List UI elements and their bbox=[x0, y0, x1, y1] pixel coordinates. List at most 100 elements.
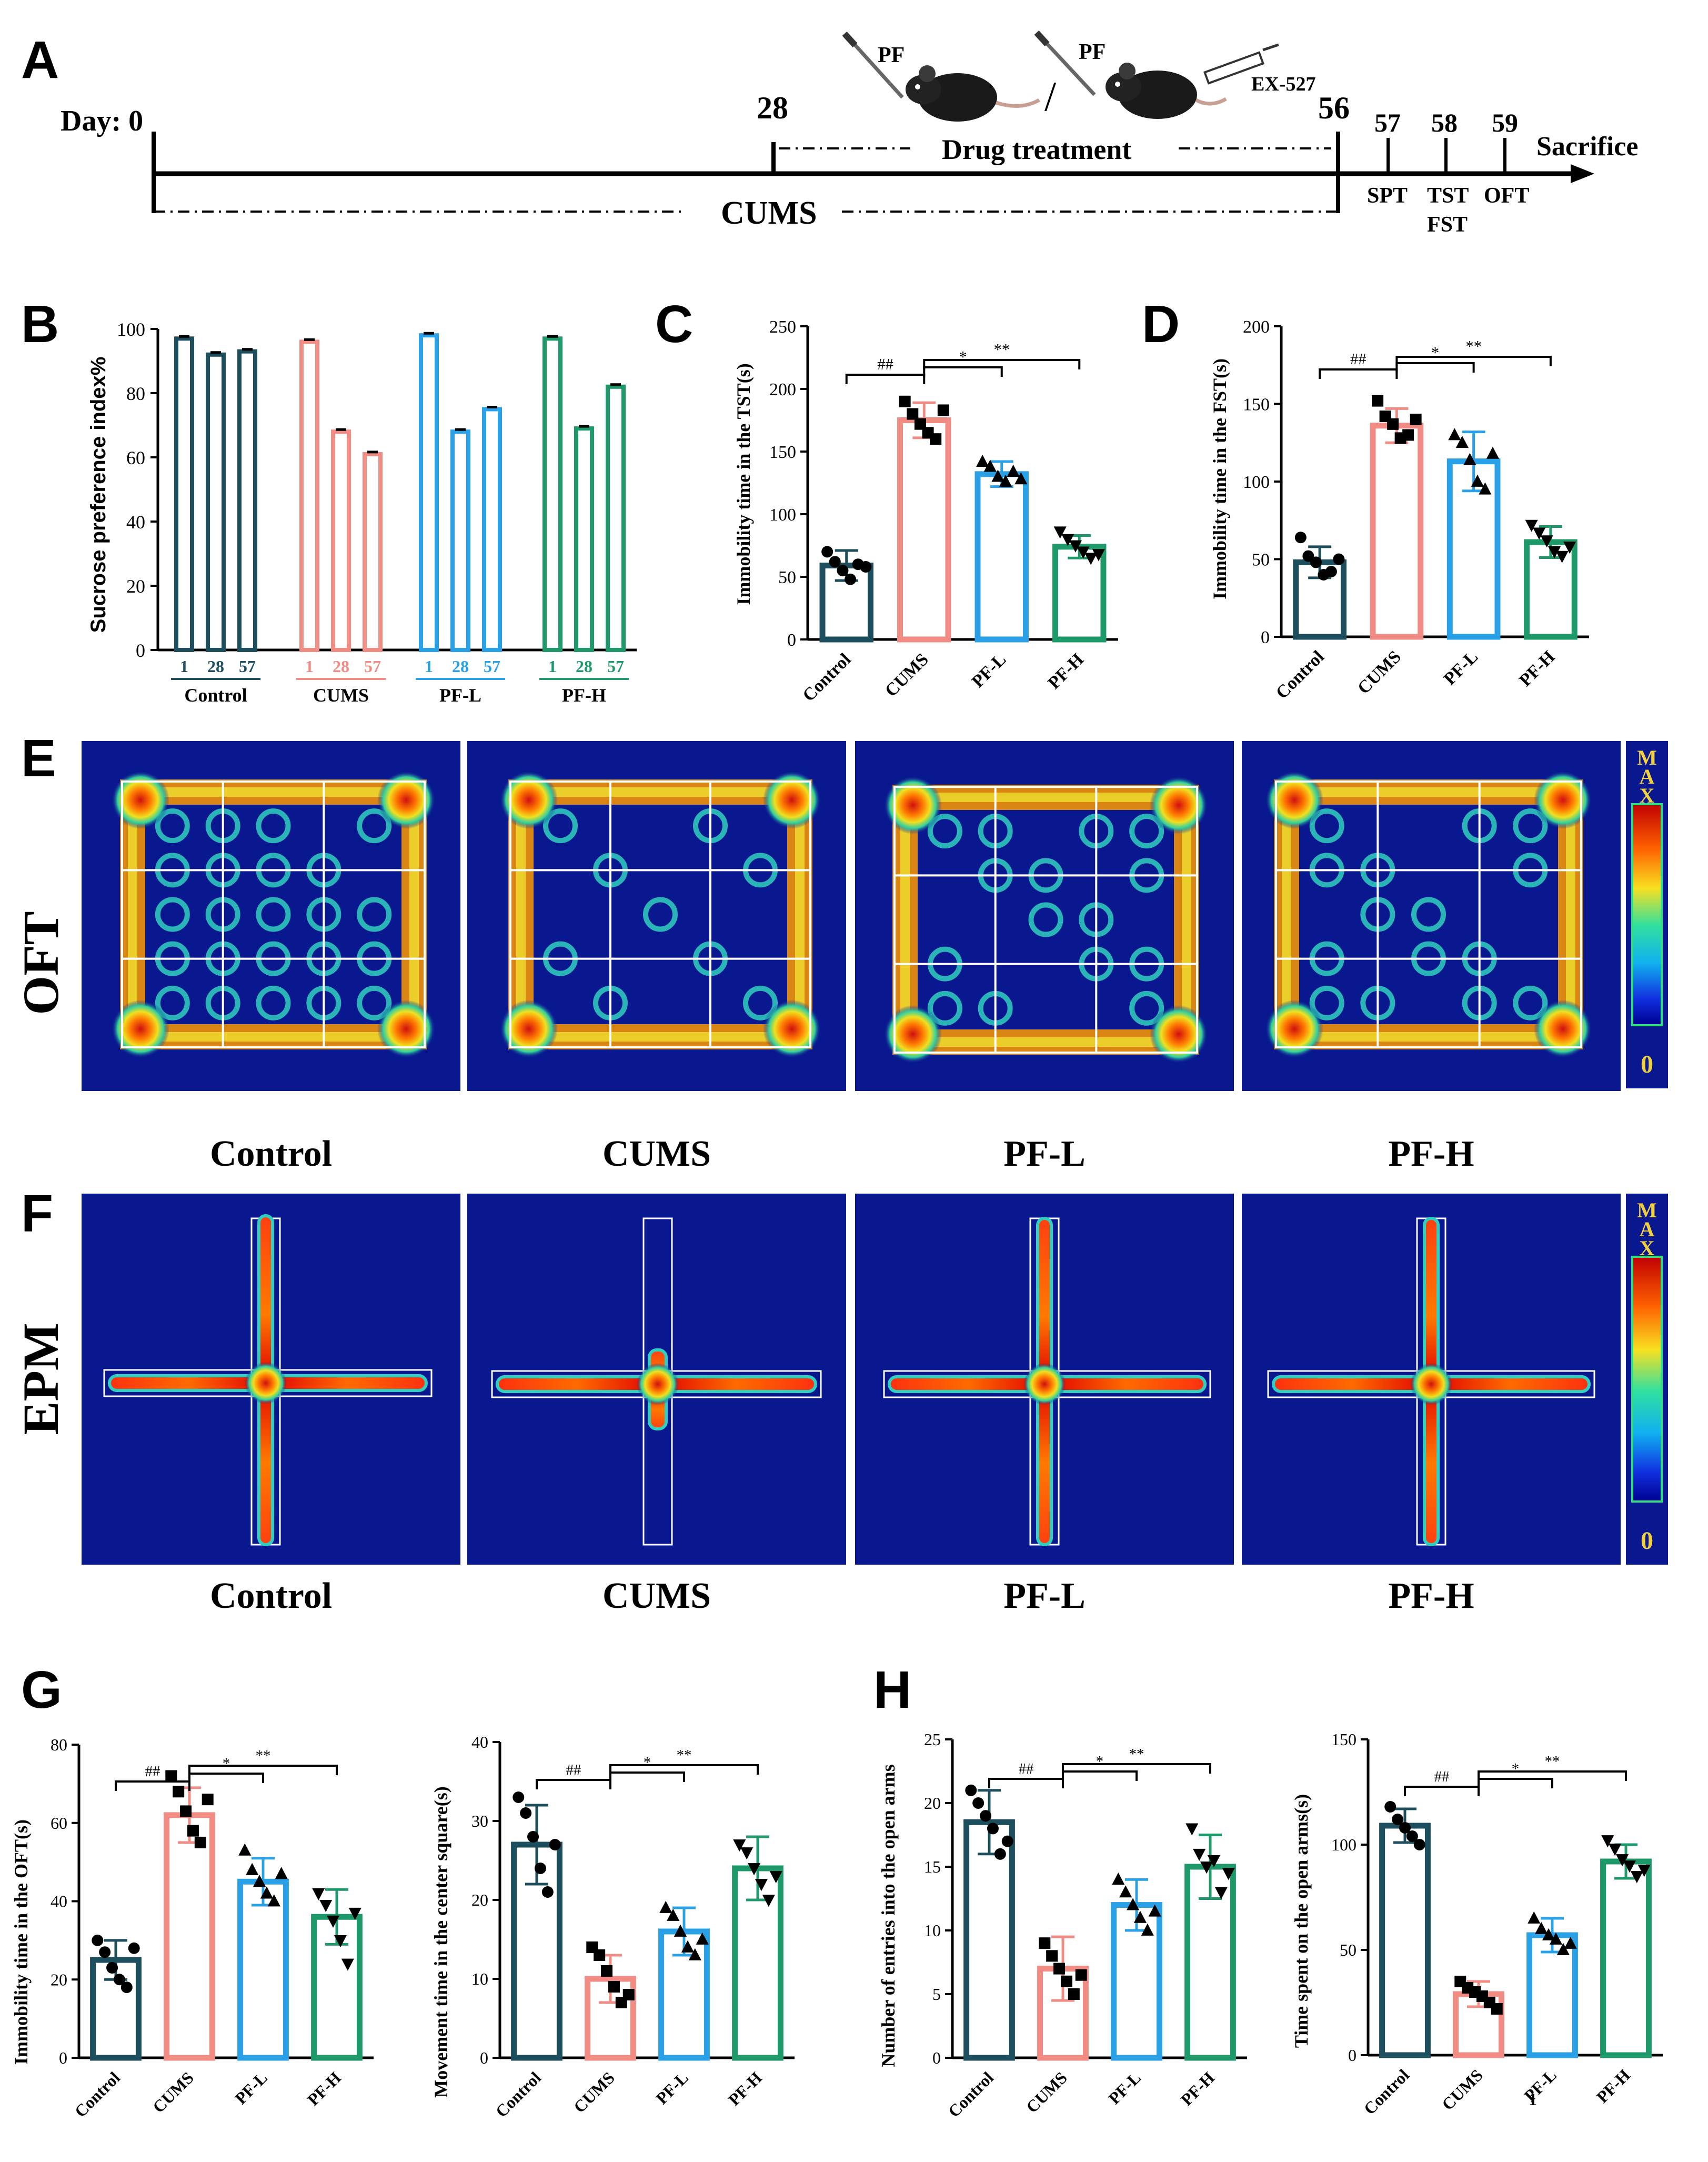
color-scale-gradient bbox=[1631, 1256, 1663, 1503]
x-tick-label: PF-H bbox=[725, 2068, 766, 2109]
color-scale-max-label: A bbox=[1640, 765, 1655, 788]
significance-bracket bbox=[1062, 1763, 1211, 1774]
color-scale-max-label: M bbox=[1637, 1198, 1657, 1222]
panel-b: B Sucrose preference index% 0 20 40 60 80 100… bbox=[21, 295, 637, 706]
data-point bbox=[980, 1810, 992, 1822]
data-point bbox=[1069, 540, 1082, 553]
data-point bbox=[246, 1863, 259, 1875]
epm-caption: CUMS bbox=[602, 1576, 711, 1616]
data-point bbox=[1533, 527, 1546, 540]
data-point bbox=[99, 1946, 111, 1958]
data-point bbox=[1060, 1975, 1072, 1987]
heat-hotspot bbox=[112, 1000, 169, 1058]
pf-label-1: PF bbox=[878, 43, 905, 67]
data-point bbox=[1207, 1855, 1221, 1868]
data-point bbox=[1637, 1865, 1651, 1877]
data-point bbox=[120, 1981, 133, 1994]
significance-label: * bbox=[223, 1755, 230, 1772]
data-point bbox=[972, 1797, 984, 1809]
data-point bbox=[1148, 1904, 1161, 1917]
data-point bbox=[1387, 418, 1399, 430]
heat-hotspot bbox=[112, 771, 169, 829]
data-point bbox=[1068, 1988, 1080, 2000]
data-point bbox=[1540, 535, 1553, 548]
y-tick-label: 50 bbox=[778, 568, 796, 587]
data-point bbox=[1455, 436, 1469, 448]
heat-hotspot bbox=[763, 771, 821, 829]
data-point bbox=[1053, 526, 1067, 539]
data-point bbox=[334, 1935, 347, 1948]
axis-label-y-d: Immobility time in the FST(s) bbox=[1209, 358, 1230, 599]
data-point bbox=[821, 546, 833, 558]
bar bbox=[482, 407, 502, 652]
day-tick-label: 57 bbox=[364, 657, 381, 676]
bar bbox=[542, 336, 562, 652]
color-scale-gradient bbox=[1631, 803, 1663, 1026]
panel-a-timeline: A Day: 0 28 56 57 58 59 Drug treatment C… bbox=[21, 30, 1638, 237]
panel-label-h: H bbox=[873, 1660, 911, 1719]
y-tick-label: 40 bbox=[471, 1733, 488, 1751]
panel-label-c: C bbox=[655, 295, 693, 354]
day-tick-label: 1 bbox=[180, 657, 188, 676]
bar bbox=[974, 471, 1029, 643]
axis-label-y-h2: Time spent on the open arms(s) bbox=[1291, 1794, 1312, 2048]
x-tick-label: Control bbox=[491, 2068, 545, 2121]
heat-trace bbox=[1513, 808, 1548, 844]
data-point bbox=[899, 395, 911, 407]
significance-bracket bbox=[609, 1764, 759, 1775]
y-tick-label: 0 bbox=[1261, 628, 1270, 647]
panel-label-e: E bbox=[21, 729, 56, 788]
significance-label: ** bbox=[1545, 1753, 1560, 1770]
bar bbox=[606, 384, 626, 652]
data-point bbox=[180, 1805, 192, 1817]
y-tick-label: 200 bbox=[769, 380, 796, 399]
bar bbox=[574, 426, 594, 652]
data-point bbox=[1310, 556, 1322, 568]
heat-hotspot bbox=[1410, 1363, 1452, 1405]
data-point bbox=[1001, 1835, 1013, 1847]
data-point bbox=[1075, 1969, 1087, 1981]
ex527-label: EX-527 bbox=[1251, 73, 1315, 95]
data-point bbox=[914, 418, 926, 430]
heat-trace bbox=[256, 985, 291, 1020]
sacrifice-label: Sacrifice bbox=[1536, 132, 1638, 162]
x-tick-label: CUMS bbox=[1354, 647, 1405, 698]
data-point bbox=[534, 1863, 546, 1874]
data-point bbox=[965, 1784, 977, 1796]
data-point bbox=[991, 469, 1004, 482]
syringe-icon bbox=[1034, 30, 1096, 96]
data-point bbox=[92, 1934, 104, 1946]
panel-d: D Immobility time in the FST(s) 0 50 100 15… bbox=[1142, 295, 1589, 703]
y-tick-label: 100 bbox=[1331, 1835, 1357, 1854]
data-point bbox=[845, 573, 857, 585]
significance-label: ## bbox=[1350, 350, 1367, 368]
data-point bbox=[762, 1895, 775, 1907]
x-tick-label: Control bbox=[1272, 647, 1328, 703]
data-point bbox=[1535, 1921, 1548, 1934]
day-tick-label: 28 bbox=[576, 657, 592, 676]
heat-hotspot bbox=[884, 776, 942, 834]
data-point bbox=[1141, 1923, 1154, 1936]
data-point bbox=[1126, 1898, 1140, 1910]
x-tick-label: Control bbox=[944, 2068, 997, 2121]
epm-row-label: EPM bbox=[13, 1323, 69, 1435]
group-label: Control bbox=[184, 685, 247, 706]
heat-trace bbox=[1129, 990, 1164, 1026]
y-tick-label: 20 bbox=[924, 1794, 941, 1813]
data-point bbox=[267, 1894, 280, 1907]
x-tick-label: PF-L bbox=[652, 2068, 692, 2108]
axis-label-y-h1: Number of entries into the open arms bbox=[878, 1764, 899, 2067]
bar bbox=[897, 417, 951, 643]
y-tick-label: 150 bbox=[1243, 395, 1270, 414]
y-tick-label: 40 bbox=[51, 1892, 67, 1911]
bar bbox=[1379, 1823, 1431, 2058]
data-point bbox=[113, 1974, 125, 1986]
data-point bbox=[1601, 1835, 1614, 1848]
group-label: PF-H bbox=[562, 685, 606, 706]
data-point bbox=[747, 1863, 761, 1876]
group-label: CUMS bbox=[313, 685, 369, 706]
y-tick-label: 200 bbox=[1243, 317, 1270, 337]
significance-label: ## bbox=[1019, 1760, 1034, 1777]
data-point bbox=[527, 1831, 539, 1843]
data-point bbox=[1471, 474, 1484, 487]
